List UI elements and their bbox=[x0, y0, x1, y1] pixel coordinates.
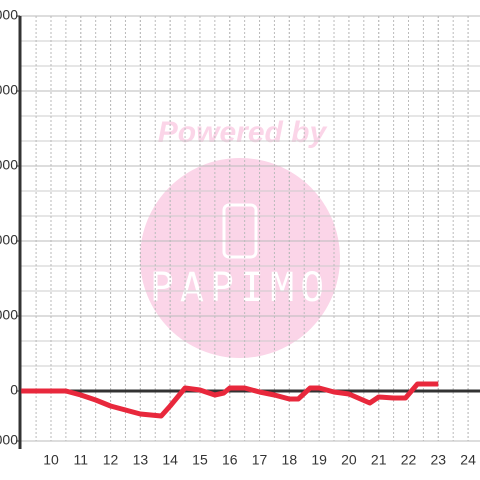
x-tick-label: 20 bbox=[341, 452, 357, 468]
x-tick-label: 22 bbox=[401, 452, 417, 468]
watermark: Powered by PAPIMO bbox=[140, 116, 340, 358]
y-tick-label: 60,000 bbox=[0, 232, 18, 248]
x-tick-label: 18 bbox=[282, 452, 298, 468]
x-tick-label: 15 bbox=[192, 452, 208, 468]
y-tick-label: 120,000 bbox=[0, 82, 18, 98]
y-tick-label: 30,000 bbox=[0, 307, 18, 323]
y-tick-label: 90,000 bbox=[0, 157, 18, 173]
x-tick-label: 19 bbox=[311, 452, 327, 468]
watermark-phone bbox=[222, 203, 258, 259]
y-tick-label: 150,000 bbox=[0, 7, 18, 23]
x-tick-label: 23 bbox=[431, 452, 447, 468]
y-tick-label: -20,000 bbox=[0, 432, 18, 448]
x-tick-label: 11 bbox=[74, 452, 89, 468]
x-tick-label: 21 bbox=[371, 452, 387, 468]
x-tick-label: 14 bbox=[162, 452, 178, 468]
watermark-title: Powered by bbox=[158, 116, 328, 149]
x-tick-label: 24 bbox=[460, 452, 476, 468]
x-tick-label: 10 bbox=[43, 452, 59, 468]
watermark-logo: PAPIMO bbox=[150, 265, 331, 311]
line bbox=[21, 381, 439, 419]
x-tick-label: 17 bbox=[252, 452, 268, 468]
x-tick-label: 13 bbox=[133, 452, 149, 468]
x-tick-label: 12 bbox=[103, 452, 119, 468]
y-tick-label: 0 bbox=[10, 382, 18, 398]
x-tick-label: 16 bbox=[222, 452, 238, 468]
